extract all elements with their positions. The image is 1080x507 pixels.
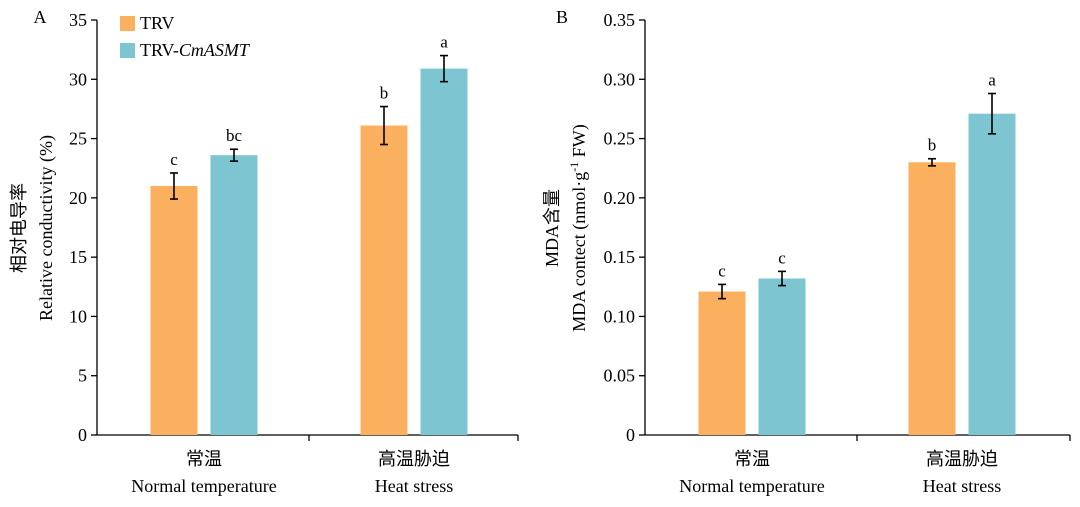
y-tick-label: 0.10 [604,306,636,326]
bar [150,186,198,435]
legend-label-italic: CmASMT [179,40,251,60]
y-axis-title-part: MDA contect (nmol·g [569,172,590,332]
legend-label: TRV [140,13,175,33]
panel-letter: B [556,7,568,27]
bar [758,278,806,435]
y-axis-title-superscript: -1 [567,162,581,172]
legend-swatch [120,16,135,31]
y-tick-label: 10 [69,306,87,326]
legend-label: TRV-CmASMT [140,40,251,60]
y-tick-label: 0 [78,425,87,445]
panel-a-chart: A 0 5 10 15 20 25 30 35 常温 Normal temperature 高温胁迫 H… [9,7,519,496]
y-axis-title-part: FW) [569,124,590,162]
bar [908,162,956,436]
x-category-label-cn: 常温 [186,449,222,469]
y-axis-title-cn: MDA含量 [542,189,562,267]
x-category-label-en: Heat stress [375,476,453,496]
significance-letter: a [988,71,996,90]
x-category-label-cn: 常温 [734,449,770,469]
x-category-label-cn: 高温胁迫 [926,449,998,469]
y-tick-label: 0 [626,425,635,445]
y-axis-title-cn: 相对电导率 [9,183,29,273]
y-tick-label: 0.35 [604,10,636,30]
significance-letter: b [928,136,937,155]
y-tick-label: 35 [69,10,87,30]
legend-swatch [120,43,135,58]
bar [420,68,468,435]
y-tick-label: 0.25 [604,129,636,149]
y-tick-label: 0.30 [604,69,636,89]
y-tick-label: 0.15 [604,247,636,267]
y-axis-title: Relative conductivity (%) [36,135,57,321]
x-category-label-en: Normal temperature [131,476,276,496]
significance-letter: c [778,248,786,267]
panel-letter: A [34,7,47,27]
y-tick-label: 30 [69,69,87,89]
significance-letter: bc [226,126,243,145]
significance-letter: b [380,84,389,103]
x-category-label-en: Heat stress [923,476,1001,496]
y-tick-label: 5 [78,366,87,386]
x-category-label-en: Normal temperature [679,476,824,496]
bar [210,155,258,435]
y-axis-title: MDA contect (nmol·g-1 FW) [567,124,590,331]
significance-letter: a [440,33,448,52]
panel-b-chart: B 0 0.05 0.10 0.15 0.20 0.25 0.30 0.35 常温 Normal t… [542,7,1071,496]
x-category-label-cn: 高温胁迫 [378,449,450,469]
significance-letter: c [170,150,178,169]
y-tick-label: 20 [69,188,87,208]
bar [968,113,1016,436]
y-tick-label: 0.20 [604,188,636,208]
bar [360,125,408,436]
y-tick-label: 0.05 [604,366,636,386]
legend-label-part: TRV- [140,40,179,60]
significance-letter: c [718,261,726,280]
y-tick-label: 25 [69,129,87,149]
y-tick-label: 15 [69,247,87,267]
bar [698,291,746,435]
